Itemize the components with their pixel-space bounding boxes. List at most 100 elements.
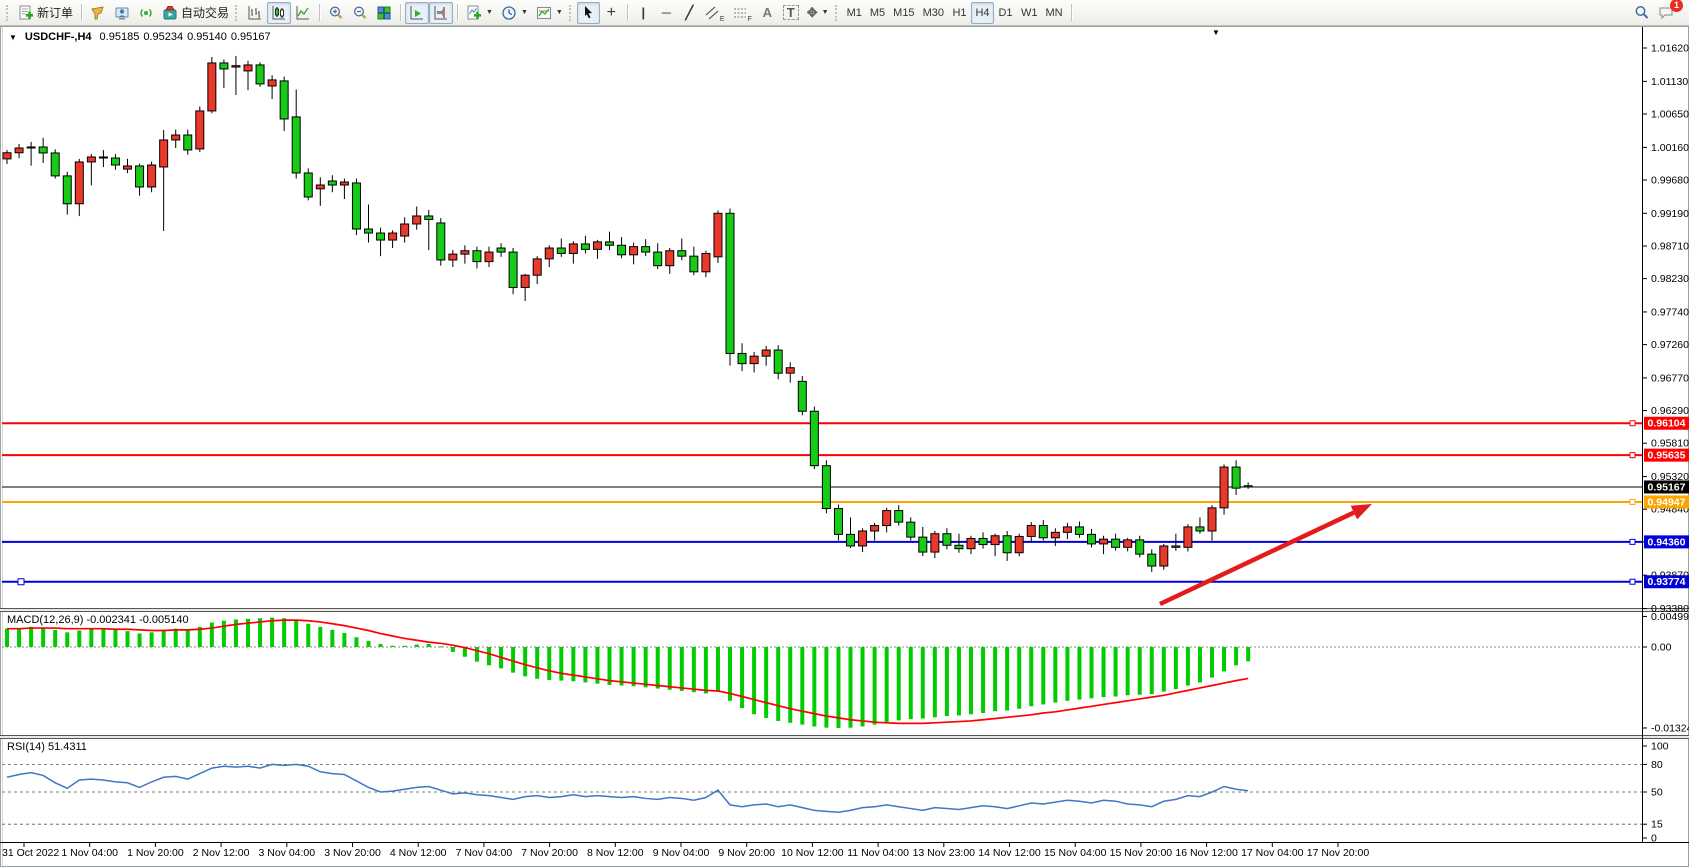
timeframe-mn-button[interactable]: MN	[1045, 6, 1063, 19]
candle-body	[243, 64, 253, 72]
candle-body	[942, 533, 952, 546]
macd-bar	[318, 626, 323, 647]
macd-bar	[402, 645, 407, 647]
timeframe-w1-button[interactable]: W1	[1020, 6, 1038, 19]
timeframe-m30-button[interactable]: M30	[922, 6, 944, 19]
new-order-label: 新订单	[37, 6, 74, 20]
chart-profile-button[interactable]	[86, 2, 110, 24]
candle-body	[1147, 553, 1157, 567]
macd-bar	[884, 647, 889, 723]
fibonacci-tool-button[interactable]: F	[729, 2, 756, 24]
panel-separator[interactable]	[0, 608, 1689, 612]
candle-body	[147, 164, 157, 188]
macd-bar	[631, 647, 636, 687]
line-handle[interactable]	[1629, 452, 1636, 459]
macd-bar	[535, 647, 540, 679]
text-tool-icon: A	[762, 5, 772, 20]
candle-body	[472, 250, 482, 263]
autotrading-button[interactable]: 自动交易	[158, 2, 233, 24]
signals-button[interactable]	[134, 2, 158, 24]
candle-body	[388, 232, 398, 241]
line-handle[interactable]	[1629, 578, 1636, 585]
horizontal-line-tool-button[interactable]: ─	[655, 2, 678, 24]
macd-bar	[812, 647, 817, 727]
bar-chart-button[interactable]	[243, 2, 267, 24]
channel-letter: E	[719, 15, 725, 23]
macd-bar	[740, 647, 745, 709]
line-handle[interactable]	[1629, 538, 1636, 545]
price-tick-label: 0.96770	[1651, 372, 1689, 384]
text-label-tool-button[interactable]: T	[779, 2, 803, 24]
periods-dropdown-icon[interactable]: ▼	[520, 9, 528, 16]
tile-windows-button[interactable]	[372, 2, 396, 24]
timeframe-m5-button[interactable]: M5	[869, 6, 886, 19]
trendline-tool-button[interactable]: ╱	[678, 2, 701, 24]
candle-body	[532, 258, 542, 276]
auto-scroll-button[interactable]	[405, 1, 430, 24]
macd-bar	[258, 618, 263, 647]
time-tick-label: 17 Nov 20:00	[1307, 847, 1370, 859]
panel-separator[interactable]	[0, 735, 1689, 739]
vertical-line-tool-button[interactable]: |	[632, 2, 655, 24]
macd-bar	[1029, 647, 1034, 707]
indicators-button[interactable]: ▼	[462, 2, 497, 24]
quick-trade-arrow-icon[interactable]: ▼	[1212, 28, 1220, 37]
cursor-tool-button[interactable]	[576, 1, 600, 24]
chart-title-bar[interactable]: ▼ USDCHF-,H4 0.95185 0.95234 0.95140 0.9…	[9, 31, 271, 43]
timeframe-h4-button[interactable]: H4	[970, 1, 994, 24]
rsi-tick-label: 80	[1651, 759, 1663, 771]
macd-bar	[5, 628, 9, 647]
crosshair-tool-button[interactable]: +	[600, 2, 623, 24]
macd-bar	[1210, 647, 1214, 678]
time-tick-label: 10 Nov 12:00	[781, 847, 844, 859]
chart-shift-button[interactable]	[429, 1, 454, 24]
candle-body	[267, 79, 277, 87]
terminal-button[interactable]	[110, 2, 134, 24]
collapse-arrow-icon[interactable]: ▼	[9, 32, 17, 42]
templates-dropdown-icon[interactable]: ▼	[555, 9, 563, 16]
timeframe-m1-button[interactable]: M1	[846, 6, 862, 19]
periods-button[interactable]: ▼	[497, 2, 532, 24]
line-handle[interactable]	[1629, 420, 1636, 427]
candle-body	[484, 251, 494, 263]
arrows-tool-button[interactable]: ✥ ▼	[803, 2, 833, 24]
macd-bar	[559, 647, 564, 681]
trend-arrow[interactable]	[1159, 510, 1355, 607]
macd-bar	[197, 626, 202, 647]
price-tag-label: 0.95635	[1648, 450, 1686, 462]
search-button[interactable]	[1630, 2, 1654, 24]
candle-body	[641, 246, 651, 253]
candle-body	[159, 139, 169, 168]
candle-body	[50, 152, 60, 177]
chat-button[interactable]: 1	[1654, 0, 1683, 24]
candle-body	[1171, 545, 1181, 548]
macd-bar	[306, 623, 311, 647]
toolbar-grip[interactable]	[6, 4, 10, 21]
candle-body	[171, 134, 181, 141]
line-handle[interactable]	[17, 578, 25, 586]
price-tick-label: 0.95810	[1651, 438, 1689, 450]
candlestick-chart-button[interactable]	[267, 1, 292, 24]
line-chart-button[interactable]	[291, 2, 315, 24]
macd-bar	[390, 645, 395, 647]
timeframe-m15-button[interactable]: M15	[893, 6, 915, 19]
text-tool-button[interactable]: A	[756, 2, 779, 24]
candle-body	[315, 184, 325, 190]
zoom-in-button[interactable]	[324, 2, 348, 24]
equidistant-channel-tool-button[interactable]: E	[701, 2, 729, 24]
trend-arrow-head[interactable]	[1350, 504, 1372, 520]
timeframe-h1-button[interactable]: H1	[952, 6, 967, 19]
templates-button[interactable]: ▼	[532, 2, 567, 24]
new-order-button[interactable]: 新订单	[14, 2, 77, 24]
macd-bar	[101, 628, 106, 647]
rsi-tick-label: 15	[1651, 819, 1663, 831]
indicators-dropdown-icon[interactable]: ▼	[486, 9, 493, 16]
zoom-out-button[interactable]	[348, 2, 372, 24]
arrows-dropdown-icon[interactable]: ▼	[821, 9, 829, 16]
line-handle[interactable]	[1629, 498, 1636, 505]
timeframe-d1-button[interactable]: D1	[998, 6, 1013, 19]
candle-body	[665, 250, 675, 267]
candle-body	[689, 255, 699, 273]
price-tag-box	[1644, 416, 1689, 430]
